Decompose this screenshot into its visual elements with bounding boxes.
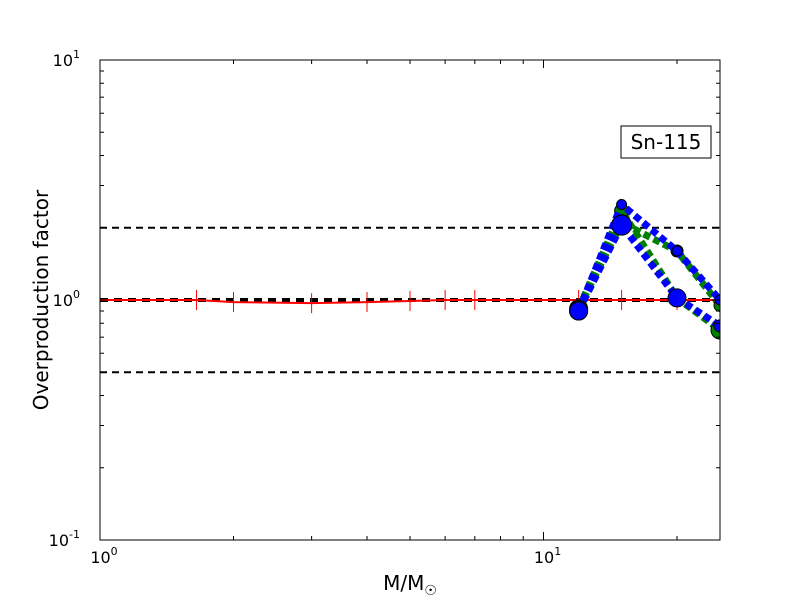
series-line xyxy=(100,299,720,305)
x-axis-label: M/M☉ xyxy=(383,571,437,599)
data-point xyxy=(569,301,589,321)
annotation-label: Sn-115 xyxy=(631,130,702,154)
data-point xyxy=(616,198,628,210)
y-tick-label: 100 xyxy=(53,288,80,310)
series-line xyxy=(575,198,720,313)
y-axis-label: Overproduction factor xyxy=(29,189,53,410)
x-tick-label: 100 xyxy=(90,545,117,567)
y-tick-label: 10-1 xyxy=(49,528,80,550)
data-point xyxy=(611,214,633,236)
major-ticks xyxy=(99,59,720,541)
x-tick-labels: 100 101 xyxy=(90,545,561,567)
data-series xyxy=(100,198,720,340)
minor-ticks xyxy=(100,60,720,540)
series-4 xyxy=(569,214,720,333)
y-tick-labels: 10-1 100 101 xyxy=(49,48,80,550)
y-tick-label: 101 xyxy=(53,48,80,70)
annotation-box: Sn-115 xyxy=(620,125,712,159)
data-point xyxy=(671,245,683,257)
series-line xyxy=(575,218,720,329)
data-point xyxy=(667,288,687,308)
x-tick-label: 101 xyxy=(534,545,561,567)
